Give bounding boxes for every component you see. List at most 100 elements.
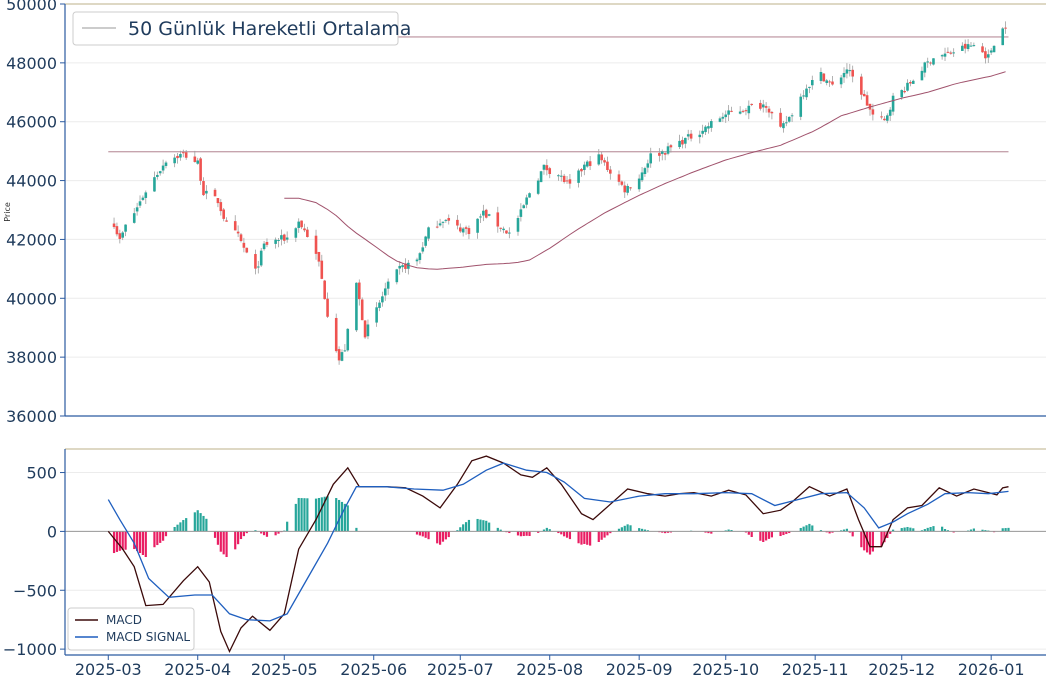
candle-body	[363, 320, 367, 338]
candle-body	[254, 254, 257, 269]
macd-histogram-bar	[903, 527, 906, 532]
candle-body	[932, 58, 935, 65]
candle-body	[926, 61, 930, 63]
price-legend-box	[72, 11, 399, 46]
macd-histogram-bar	[294, 503, 297, 532]
candle-body	[949, 52, 953, 54]
candle-body	[199, 158, 202, 181]
macd-histogram-bar	[136, 531, 139, 552]
candle-body	[689, 133, 693, 139]
candle-body	[805, 88, 808, 98]
candle-body	[456, 219, 459, 226]
macd-lines	[107, 455, 1009, 654]
macd-y-tick-label: −1000	[3, 640, 57, 659]
price-y-tick-label: 42000	[6, 230, 57, 249]
macd-histogram-bar	[185, 518, 188, 532]
candle-body	[242, 242, 246, 248]
candle-body	[378, 302, 381, 308]
price-legend[interactable]: 50 Günlük Hareketli Ortalama	[72, 11, 411, 46]
macd-histogram-bar	[260, 531, 263, 534]
candle-body	[640, 172, 644, 181]
candle-body	[542, 164, 546, 170]
macd-histogram-bar	[242, 531, 245, 537]
candle-body	[557, 175, 560, 177]
macd-histogram-bar	[306, 498, 309, 532]
macd-histogram-bar	[173, 526, 176, 532]
candle-body	[880, 116, 883, 118]
candle-body	[845, 69, 849, 74]
candle-body	[761, 104, 765, 108]
macd-histogram-bar	[525, 531, 528, 536]
macd-histogram-bar	[802, 526, 805, 532]
candle-body	[698, 134, 702, 138]
candle-body	[395, 269, 399, 283]
macd-histogram-bar	[560, 531, 563, 535]
x-tick-label: 2025-10	[692, 660, 759, 677]
macd-histogram-bar	[482, 520, 485, 532]
candle-body	[724, 114, 728, 118]
macd-histogram-bar	[638, 528, 641, 532]
candle-body	[173, 157, 176, 164]
macd-histogram-bar	[848, 531, 851, 533]
candle-body	[744, 110, 748, 112]
macd-histogram-bar	[759, 531, 762, 541]
candle-body	[984, 51, 987, 59]
candle-body	[911, 80, 915, 84]
macd-histogram-bar	[600, 531, 603, 540]
candle-body	[730, 110, 733, 112]
macd-histogram-bar	[162, 531, 165, 541]
candle-body	[860, 76, 863, 95]
macd-histogram-bar	[565, 531, 569, 538]
macd-histogram-bar	[118, 531, 121, 551]
candle-body	[340, 352, 344, 361]
candle-body	[144, 192, 148, 198]
macd-histogram-bar	[545, 527, 548, 532]
price-y-tick-label: 46000	[6, 113, 57, 132]
candle-body	[646, 163, 650, 168]
macd-histogram-bar	[557, 531, 560, 534]
candle-body	[181, 152, 185, 154]
macd-histogram-bar	[112, 531, 116, 554]
candle-body	[508, 232, 511, 234]
candle-body	[620, 181, 624, 185]
candle-body	[196, 160, 200, 164]
candle-body	[427, 227, 430, 239]
macd-histogram-bar	[727, 529, 730, 532]
candle-body	[718, 118, 722, 122]
macd-histogram-bar	[929, 526, 932, 532]
candle-body	[828, 81, 831, 83]
candle-body	[565, 180, 569, 182]
candle-body	[686, 134, 690, 137]
candle-body	[303, 228, 306, 231]
price-y-tick-label: 48000	[6, 54, 57, 73]
candle-body	[583, 164, 586, 171]
candle-body	[802, 95, 805, 97]
candle-body	[343, 350, 347, 352]
macd-histogram-bar	[617, 528, 621, 532]
candle-body	[790, 115, 794, 117]
macd-histogram-bar	[589, 531, 592, 546]
macd-histogram-bar	[620, 527, 623, 532]
x-tick-label: 2025-08	[516, 660, 583, 677]
macd-histogram-bar	[664, 531, 667, 534]
candle-body	[444, 219, 448, 221]
candle-body	[375, 307, 378, 323]
candle-body	[701, 130, 704, 134]
candle-body	[213, 189, 217, 197]
candle-body	[617, 174, 621, 182]
candle-body	[176, 155, 179, 159]
macd-histogram-bar	[785, 531, 788, 535]
macd-legend[interactable]: MACD MACD SIGNAL	[67, 607, 195, 651]
candle-body	[1001, 28, 1005, 46]
macd-histogram-bar	[603, 531, 606, 538]
price-y-tick-label: 50000	[6, 0, 57, 14]
candle-body	[259, 250, 263, 266]
macd-histogram-bar	[609, 531, 612, 534]
macd-histogram-bar	[597, 531, 600, 542]
macd-histogram-bar	[415, 531, 419, 535]
macd-histogram	[65, 496, 1046, 558]
candle-body	[404, 263, 407, 269]
macd-histogram-bar	[920, 530, 924, 532]
candle-body	[787, 116, 791, 122]
candle-body	[346, 328, 350, 351]
